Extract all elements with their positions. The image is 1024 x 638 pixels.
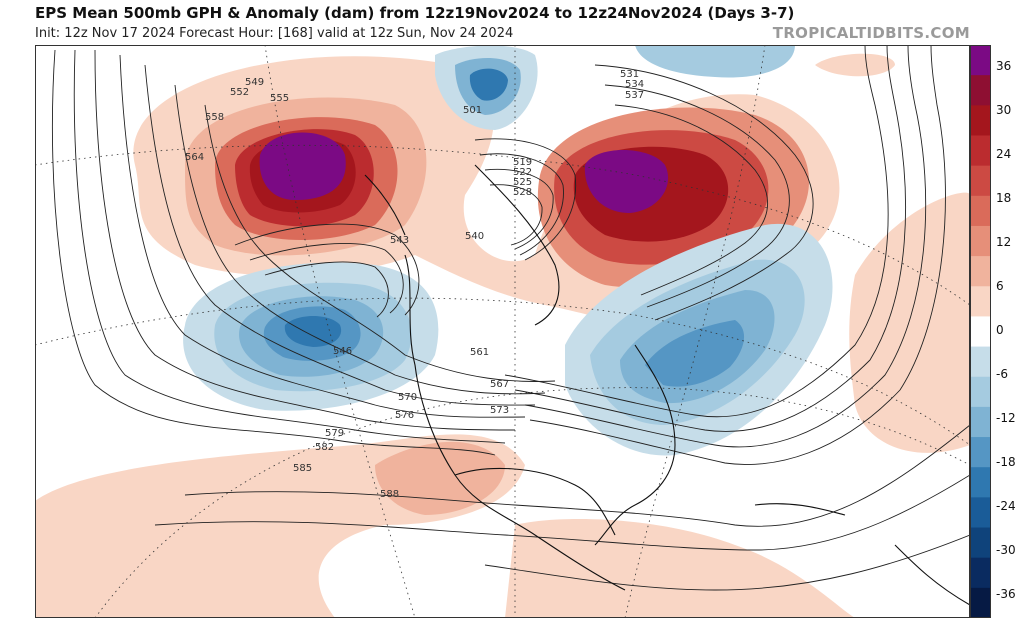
colorbar-cell: [970, 437, 991, 468]
colorbar-cell: [970, 75, 991, 106]
colorbar-cell: [970, 286, 991, 318]
negative-anomaly-shading: [183, 45, 833, 456]
contour-label: 570: [398, 392, 417, 403]
contour-label: 540: [465, 231, 484, 242]
contour-label: 501: [463, 105, 482, 116]
contour-label: 585: [293, 463, 312, 474]
contour-label: 543: [390, 235, 409, 246]
colorbar-tick: 30: [996, 103, 1011, 117]
positive-anomaly-shading: [35, 53, 970, 618]
contour-label: 555: [270, 93, 289, 104]
colorbar-cell: [970, 45, 991, 76]
colorbar-tick: -24: [996, 499, 1016, 513]
colorbar-tick: -18: [996, 455, 1016, 469]
contour-label: 576: [395, 410, 414, 421]
contour-label: 564: [185, 152, 204, 163]
coastlines: [364, 164, 970, 606]
colorbar-ticks: 36 30 24 18 12 6 0 -6 -12 -18 -24 -30 -3…: [996, 59, 1016, 601]
contour-label: 552: [230, 87, 249, 98]
map-subtitle: Init: 12z Nov 17 2024 Forecast Hour: [16…: [35, 26, 514, 41]
colorbar-cell: [970, 467, 991, 498]
graticule: [35, 45, 970, 618]
colorbar-tick: 18: [996, 191, 1011, 205]
contour-label: 531: [620, 69, 639, 80]
contour-label: 567: [490, 379, 509, 390]
anomaly-map: 501 519 522 525 528 531 534 537 540 543 …: [35, 45, 970, 618]
contour-label: 534: [625, 79, 644, 90]
contour-labels: 501 519 522 525 528 531 534 537 540 543 …: [185, 69, 644, 500]
colorbar-cell: [970, 557, 991, 589]
colorbar-cell: [970, 135, 991, 167]
contour-label: 546: [333, 346, 352, 357]
colorbar-cell: [970, 316, 991, 348]
colorbar-cell: [970, 195, 991, 227]
colorbar-tick: 24: [996, 147, 1011, 161]
contour-label: 579: [325, 428, 344, 439]
contour-label: 558: [205, 112, 224, 123]
colorbar-cell: [970, 376, 991, 408]
contour-label: 582: [315, 442, 334, 453]
colorbar-tick: -12: [996, 411, 1016, 425]
colorbar-cell: [970, 497, 991, 529]
colorbar-tick: 12: [996, 235, 1011, 249]
anomaly-colorbar: 36 30 24 18 12 6 0 -6 -12 -18 -24 -30 -3…: [970, 45, 1016, 618]
brand-watermark[interactable]: TROPICALTIDBITS.COM: [772, 24, 970, 42]
colorbar-tick: -30: [996, 543, 1016, 557]
contour-label: 522: [513, 167, 532, 178]
colorbar-tick: -6: [996, 367, 1008, 381]
contour-label: 525: [513, 177, 532, 188]
colorbar-tick: 6: [996, 279, 1004, 293]
colorbar-tick: 0: [996, 323, 1004, 337]
map-title: EPS Mean 500mb GPH & Anomaly (dam) from …: [35, 4, 795, 22]
height-contours: [51, 45, 970, 591]
contour-label: 528: [513, 187, 532, 198]
colorbar-cell: [970, 406, 991, 438]
colorbar-cell: [970, 105, 991, 137]
colorbar-cell: [970, 346, 991, 378]
colorbar-cell: [970, 165, 991, 197]
contour-label: 588: [380, 489, 399, 500]
colorbar-cell: [970, 527, 991, 559]
contour-label: 561: [470, 347, 489, 358]
colorbar-tick: 36: [996, 59, 1011, 73]
contour-label: 573: [490, 405, 509, 416]
colorbar-cell: [970, 256, 991, 287]
colorbar-cell: [970, 587, 991, 618]
contour-label: 519: [513, 157, 532, 168]
contour-label: 549: [245, 77, 264, 88]
colorbar-cells: [970, 45, 991, 618]
contour-label: 537: [625, 90, 644, 101]
colorbar-cell: [970, 225, 991, 257]
colorbar-tick: -36: [996, 587, 1016, 601]
